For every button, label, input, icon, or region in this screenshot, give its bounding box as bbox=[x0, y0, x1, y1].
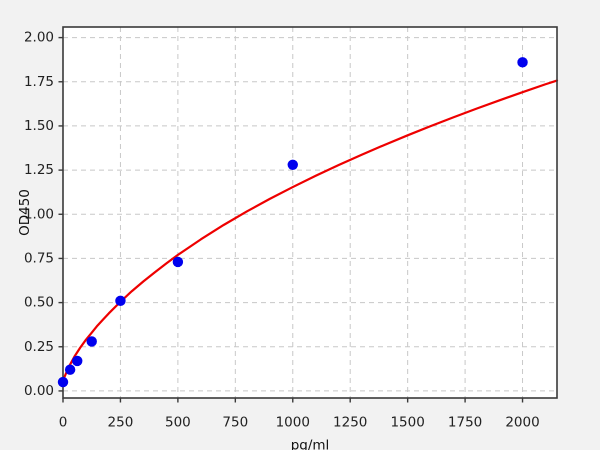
y-axis-title: OD450 bbox=[17, 189, 33, 236]
x-axis-tick-label: 750 bbox=[222, 415, 248, 431]
y-axis-tick-label: 1.75 bbox=[24, 74, 54, 90]
data-point-marker bbox=[57, 376, 69, 388]
x-axis-tick-label: 1000 bbox=[276, 415, 310, 431]
plot-border bbox=[62, 26, 558, 399]
x-axis-tick-label: 500 bbox=[165, 415, 191, 431]
data-point-marker bbox=[517, 57, 528, 68]
x-axis-tick-label: 1750 bbox=[448, 415, 482, 431]
x-axis-tick-label: 0 bbox=[59, 415, 68, 431]
data-point-marker bbox=[115, 295, 126, 307]
x-axis-tick-label: 1250 bbox=[333, 415, 367, 431]
x-axis-tick-label: 1500 bbox=[390, 415, 424, 431]
y-axis-tick-label: 1.00 bbox=[24, 206, 54, 222]
y-axis-tick-label: 0.75 bbox=[24, 250, 54, 266]
plot-area-background bbox=[63, 27, 557, 398]
y-axis-tick-label: 0.50 bbox=[24, 295, 54, 311]
data-point-marker bbox=[72, 355, 83, 367]
y-axis-tick-label: 0.25 bbox=[24, 339, 54, 355]
y-axis-tick-label: 1.25 bbox=[24, 162, 54, 178]
data-point-marker bbox=[287, 159, 298, 170]
x-axis-title: pg/ml bbox=[291, 438, 330, 450]
data-point-marker bbox=[64, 364, 76, 375]
data-point-marker bbox=[86, 336, 97, 347]
x-axis-tick-label: 2000 bbox=[505, 415, 539, 431]
fit-curve-line bbox=[61, 79, 559, 382]
data-point-marker bbox=[172, 256, 184, 268]
y-axis-tick-label: 1.50 bbox=[24, 118, 54, 134]
x-axis-tick-label: 250 bbox=[108, 415, 134, 431]
y-axis-tick-label: 0.00 bbox=[24, 383, 54, 399]
y-axis-tick-label: 2.00 bbox=[24, 30, 54, 46]
